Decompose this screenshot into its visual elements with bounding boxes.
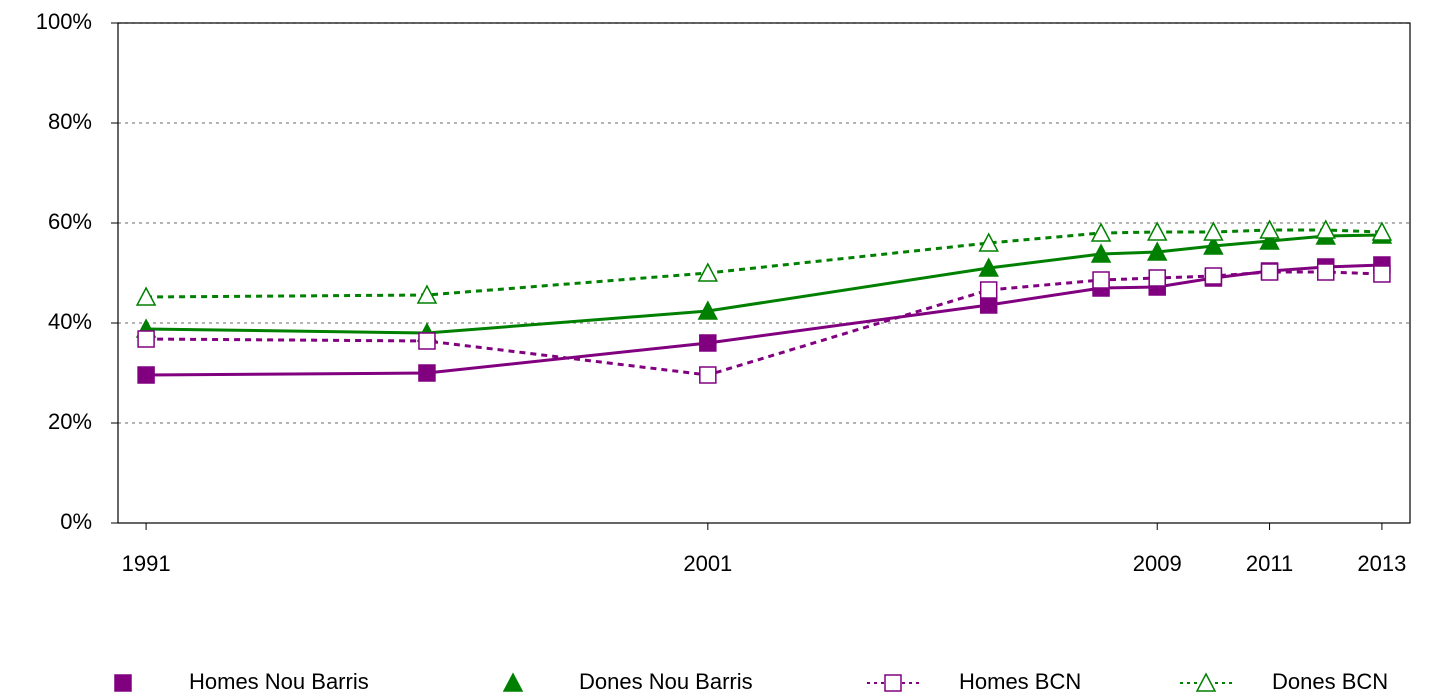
x-tick-label: 2001 xyxy=(683,551,732,576)
data-point xyxy=(699,334,717,352)
legend-label: Homes Nou Barris xyxy=(189,669,369,694)
data-point xyxy=(137,330,155,348)
series-line xyxy=(146,270,1382,377)
data-point xyxy=(979,281,998,299)
data-point xyxy=(137,366,155,384)
data-point xyxy=(418,364,436,382)
data-point xyxy=(1092,271,1110,289)
data-point xyxy=(699,366,717,384)
series-line xyxy=(146,228,1382,299)
legend-marker xyxy=(114,674,132,692)
y-tick-label: 100% xyxy=(36,9,92,34)
y-tick-label: 20% xyxy=(48,409,92,434)
legend-label: Dones BCN xyxy=(1272,669,1388,694)
data-point xyxy=(1259,230,1280,250)
x-tick-label: 2011 xyxy=(1246,551,1293,576)
x-tick-label: 1991 xyxy=(122,551,171,576)
data-point xyxy=(1259,219,1280,239)
data-point xyxy=(978,257,999,277)
data-point xyxy=(1203,221,1224,241)
legend-label: Dones Nou Barris xyxy=(579,669,753,694)
data-point xyxy=(1148,269,1166,287)
series-line xyxy=(146,233,1382,335)
data-point xyxy=(1371,221,1393,241)
data-point xyxy=(416,284,438,304)
data-point xyxy=(1090,222,1112,242)
data-point xyxy=(1315,219,1336,239)
data-point xyxy=(418,332,436,350)
data-point xyxy=(978,232,999,252)
data-point xyxy=(697,300,719,320)
x-tick-label: 2013 xyxy=(1357,551,1406,576)
legend-marker xyxy=(502,672,524,692)
data-point xyxy=(1204,267,1223,285)
data-point xyxy=(979,296,998,314)
legend-marker xyxy=(884,674,902,692)
y-tick-label: 40% xyxy=(48,309,92,334)
y-tick-label: 0% xyxy=(60,509,92,534)
x-tick-label: 2009 xyxy=(1133,551,1182,576)
legend-marker xyxy=(1195,672,1217,692)
data-point xyxy=(1260,263,1279,281)
data-point xyxy=(1203,235,1224,255)
data-point xyxy=(135,286,157,306)
data-point xyxy=(1373,265,1391,283)
series-line xyxy=(146,263,1382,377)
y-tick-label: 60% xyxy=(48,209,92,234)
legend-label: Homes BCN xyxy=(959,669,1081,694)
data-point xyxy=(1316,263,1335,281)
data-point xyxy=(1090,243,1112,263)
data-point xyxy=(697,262,719,282)
plot-frame xyxy=(117,22,1411,524)
data-point xyxy=(1146,241,1168,261)
y-tick-label: 80% xyxy=(48,109,92,134)
data-point xyxy=(1146,221,1168,241)
